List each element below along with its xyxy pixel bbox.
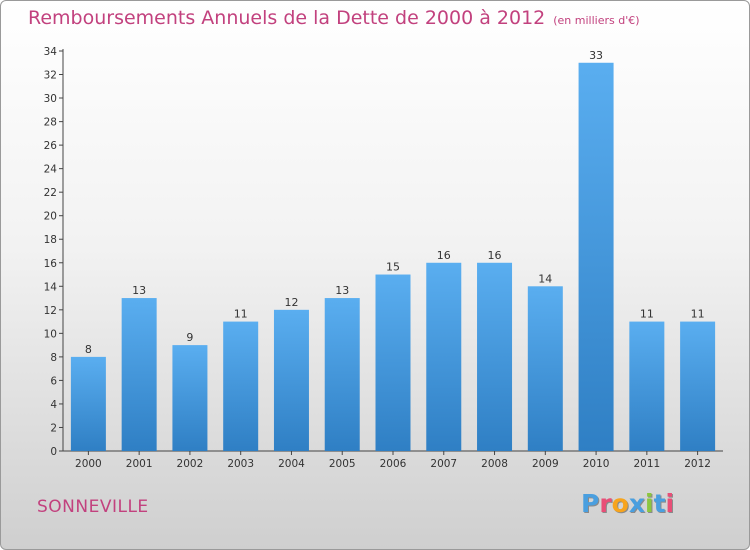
bar[interactable] — [680, 321, 716, 451]
bar[interactable] — [121, 298, 157, 451]
y-tick-label: 14 — [44, 281, 58, 293]
proxiti-logo[interactable]: Proxiti — [581, 489, 674, 518]
bar-value-label: 11 — [234, 308, 248, 321]
bar[interactable] — [477, 262, 513, 451]
logo-letter: i — [645, 489, 654, 518]
bar[interactable] — [70, 356, 106, 451]
y-tick-label: 10 — [44, 328, 57, 340]
bar-value-label: 15 — [386, 261, 400, 274]
y-tick-label: 34 — [44, 46, 58, 58]
logo-letter: i — [665, 489, 675, 518]
city-name: SONNEVILLE — [37, 497, 149, 517]
x-tick-label: 2004 — [278, 458, 305, 470]
y-tick-label: 20 — [44, 211, 57, 223]
bar[interactable] — [629, 321, 665, 451]
x-tick-label: 2012 — [684, 458, 711, 470]
x-tick-label: 2002 — [177, 458, 204, 470]
bar-value-label: 11 — [691, 308, 705, 321]
bar[interactable] — [273, 309, 309, 451]
x-tick-label: 2010 — [583, 458, 610, 470]
chart-title: Remboursements Annuels de la Dette de 20… — [28, 7, 546, 29]
bar-value-label: 8 — [85, 343, 92, 356]
logo-letter: t — [653, 489, 666, 518]
title-row: Remboursements Annuels de la Dette de 20… — [28, 7, 640, 29]
bar-value-label: 14 — [538, 272, 552, 285]
bar[interactable] — [527, 286, 563, 451]
y-tick-label: 22 — [44, 187, 57, 199]
y-tick-label: 26 — [44, 140, 58, 152]
x-tick-label: 2003 — [227, 458, 254, 470]
x-tick-label: 2011 — [633, 458, 660, 470]
y-tick-label: 24 — [44, 164, 58, 176]
y-tick-label: 28 — [44, 117, 57, 129]
bar[interactable] — [426, 262, 462, 451]
bar-value-label: 11 — [640, 308, 654, 321]
x-tick-label: 2007 — [430, 458, 457, 470]
y-tick-label: 18 — [44, 234, 57, 246]
logo-letter: x — [628, 489, 645, 518]
bar[interactable] — [223, 321, 259, 451]
chart-unit: (en milliers d'€) — [553, 14, 640, 27]
bar-value-label: 9 — [186, 331, 193, 344]
logo-letter: P — [581, 489, 600, 518]
x-tick-label: 2001 — [126, 458, 153, 470]
x-tick-label: 2006 — [380, 458, 407, 470]
bar-value-label: 12 — [284, 296, 298, 309]
y-tick-label: 30 — [44, 93, 57, 105]
x-tick-label: 2000 — [75, 458, 102, 470]
bar[interactable] — [375, 274, 411, 451]
x-tick-label: 2005 — [329, 458, 356, 470]
y-tick-label: 6 — [50, 375, 57, 387]
bar-value-label: 13 — [335, 284, 349, 297]
logo-letter: o — [611, 489, 629, 518]
y-tick-label: 2 — [50, 422, 57, 434]
y-tick-label: 12 — [44, 305, 57, 317]
logo-letter: r — [599, 489, 612, 518]
y-tick-label: 16 — [44, 258, 58, 270]
x-tick-label: 2009 — [532, 458, 559, 470]
y-tick-label: 8 — [50, 352, 57, 364]
bar-value-label: 13 — [132, 284, 146, 297]
y-tick-label: 4 — [50, 399, 57, 411]
bar-value-label: 16 — [437, 249, 451, 262]
y-tick-label: 32 — [44, 70, 57, 82]
y-tick-label: 0 — [50, 446, 57, 458]
bar[interactable] — [172, 345, 208, 451]
bar[interactable] — [578, 62, 614, 451]
x-tick-label: 2008 — [481, 458, 508, 470]
bars-group: 8 13 9 11 12 13 15 16 16 14 33 11 11 — [70, 49, 716, 451]
bar-value-label: 33 — [589, 49, 603, 62]
bar[interactable] — [324, 298, 360, 451]
bar-value-label: 16 — [488, 249, 502, 262]
